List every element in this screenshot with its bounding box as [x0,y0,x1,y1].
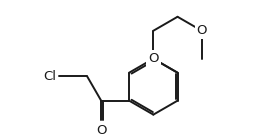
Text: Cl: Cl [43,70,56,83]
Text: O: O [96,124,106,137]
Text: O: O [148,52,159,65]
Text: O: O [197,24,207,37]
